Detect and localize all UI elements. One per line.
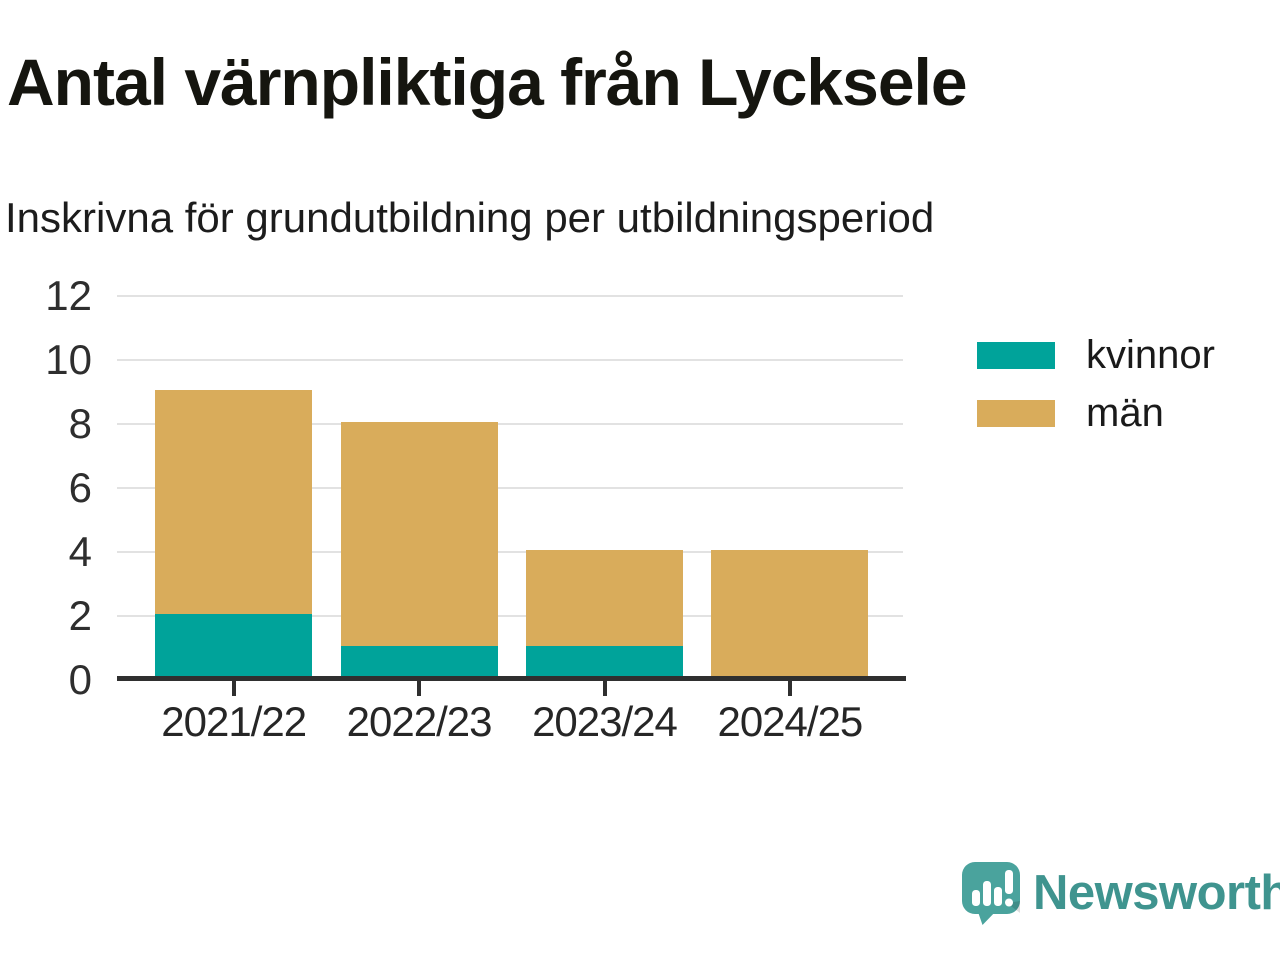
y-tick-label: 2 (68, 592, 92, 639)
x-tick-2023/24 (602, 681, 607, 696)
page-title: Antal värnpliktiga från Lycksele (7, 45, 968, 119)
newsworthy-logo-icon (962, 862, 1020, 925)
gridline-y4 (117, 551, 903, 553)
bar-segment-män-2023/24 (526, 550, 683, 646)
bar-segment-kvinnor-2021/22 (155, 614, 313, 678)
page-subtitle: Inskrivna för grundutbildning per utbild… (5, 194, 935, 241)
y-tick-label: 8 (68, 400, 92, 447)
y-tick-label: 10 (45, 336, 92, 383)
legend-label-man: män (1086, 390, 1164, 435)
legend-item-kvinnor: kvinnor (977, 330, 1215, 380)
bar-segment-kvinnor-2023/24 (526, 646, 683, 678)
x-axis-line (117, 676, 906, 681)
brand-name: Newsworthy (1033, 866, 1280, 920)
x-tick-label: 2022/23 (346, 698, 493, 745)
gridline-y8 (117, 423, 903, 425)
y-tick-label: 6 (68, 464, 92, 511)
x-tick-label: 2024/25 (717, 698, 863, 745)
chart-legend: kvinnor män (977, 330, 1215, 446)
bar-segment-män-2024/25 (711, 550, 869, 678)
bar-segment-kvinnor-2022/23 (340, 646, 498, 678)
bar-segment-män-2021/22 (155, 390, 313, 614)
y-tick-label: 12 (45, 272, 92, 319)
legend-label-kvinnor: kvinnor (1086, 332, 1215, 377)
gridline-y10 (117, 359, 903, 361)
gridline-y6 (117, 487, 903, 489)
x-tick-label: 2021/22 (161, 698, 307, 745)
gridline-y2 (117, 615, 903, 617)
x-tick-2024/25 (787, 681, 792, 696)
legend-swatch-man-icon (977, 399, 1055, 427)
y-tick-label: 0 (68, 656, 92, 703)
bar-segment-män-2022/23 (340, 422, 498, 646)
x-tick-2022/23 (417, 681, 422, 696)
newsworthy-logo: Newsworthy (961, 861, 1280, 926)
y-tick-label: 4 (68, 528, 92, 575)
legend-item-man: män (977, 388, 1215, 438)
x-tick-2021/22 (231, 681, 236, 696)
legend-swatch-kvinnor-icon (977, 341, 1055, 369)
x-tick-label: 2023/24 (532, 698, 678, 745)
gridline-y12 (117, 295, 903, 297)
